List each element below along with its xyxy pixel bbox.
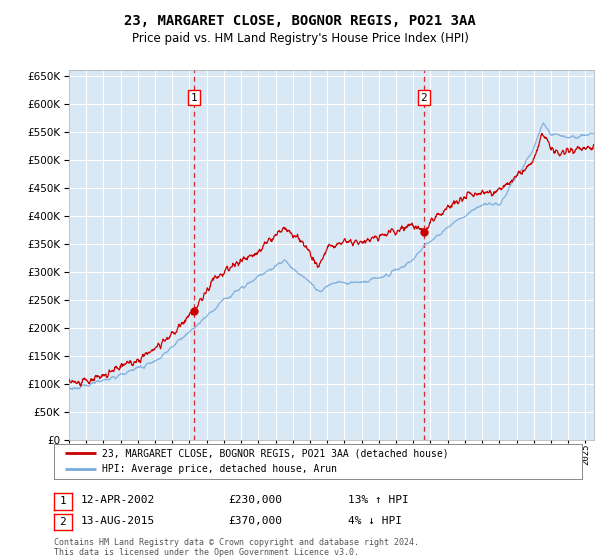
- Text: 13% ↑ HPI: 13% ↑ HPI: [348, 495, 409, 505]
- Text: 4% ↓ HPI: 4% ↓ HPI: [348, 516, 402, 526]
- Text: £230,000: £230,000: [228, 495, 282, 505]
- Text: Price paid vs. HM Land Registry's House Price Index (HPI): Price paid vs. HM Land Registry's House …: [131, 32, 469, 45]
- Text: 1: 1: [191, 93, 197, 102]
- Text: HPI: Average price, detached house, Arun: HPI: Average price, detached house, Arun: [101, 464, 337, 474]
- Text: 2: 2: [421, 93, 427, 102]
- Text: £370,000: £370,000: [228, 516, 282, 526]
- Text: 23, MARGARET CLOSE, BOGNOR REGIS, PO21 3AA: 23, MARGARET CLOSE, BOGNOR REGIS, PO21 3…: [124, 14, 476, 28]
- Text: 2: 2: [59, 517, 67, 527]
- Text: 23, MARGARET CLOSE, BOGNOR REGIS, PO21 3AA (detached house): 23, MARGARET CLOSE, BOGNOR REGIS, PO21 3…: [101, 448, 448, 458]
- Text: 12-APR-2002: 12-APR-2002: [81, 495, 155, 505]
- Text: 1: 1: [59, 496, 67, 506]
- Text: Contains HM Land Registry data © Crown copyright and database right 2024.
This d: Contains HM Land Registry data © Crown c…: [54, 538, 419, 557]
- Text: 13-AUG-2015: 13-AUG-2015: [81, 516, 155, 526]
